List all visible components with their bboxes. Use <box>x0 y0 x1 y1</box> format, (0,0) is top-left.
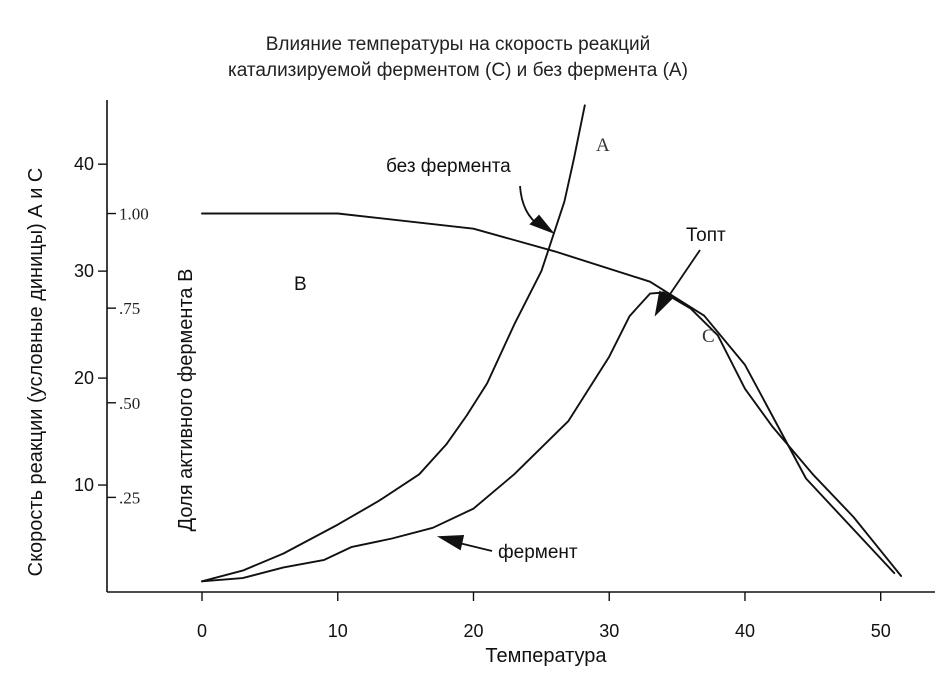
x-tick-label: 10 <box>328 621 348 641</box>
arrowhead-enzyme <box>436 535 465 551</box>
y-right-tick-label: 1.00 <box>119 205 149 224</box>
chart-title-line-2: катализируемой ферментом (С) и без ферме… <box>228 60 688 81</box>
y-left-tick-label: 40 <box>74 154 94 174</box>
x-tick-label: 30 <box>599 621 619 641</box>
y-axis-left-label: Скорость реакции (условные диницы) А и С <box>25 168 47 577</box>
tick-marks <box>98 163 882 601</box>
y-right-tick-label: .50 <box>119 394 140 413</box>
x-tick-label: 20 <box>463 621 483 641</box>
series-line-c <box>201 291 903 583</box>
y-left-tick-label: 30 <box>74 261 94 281</box>
x-tick-label: 40 <box>735 621 755 641</box>
y-right-tick-label: .25 <box>119 488 140 507</box>
y-axis-right-label: Доля активного фермента В <box>175 269 197 532</box>
series-line-a <box>201 104 586 583</box>
y-left-tick-label: 20 <box>74 368 94 388</box>
axes <box>106 100 935 593</box>
series-label-c: С <box>702 326 715 347</box>
chart-title-line-1: Влияние температуры на скорость реакций <box>266 34 651 55</box>
label-enzyme: фермент <box>498 542 578 563</box>
label-topt: Топт <box>686 225 726 246</box>
x-tick-label: 50 <box>871 621 891 641</box>
arrow-topt <box>663 249 701 304</box>
series-label-b: В <box>294 274 307 295</box>
annotation-arrows <box>436 185 701 552</box>
arrowhead-topt <box>654 290 673 317</box>
x-tick-label: 0 <box>197 621 207 641</box>
series-line-b <box>201 212 896 575</box>
series-group <box>201 104 903 583</box>
arrowhead-no-enzyme <box>529 214 555 235</box>
series-label-a: А <box>596 135 610 156</box>
label-no-enzyme: без фермента <box>386 156 511 177</box>
y-right-tick-label: .75 <box>119 299 140 318</box>
x-axis-label: Температура <box>485 645 607 667</box>
tick-labels: 0 10 20 30 40 50 10 20 30 40 .25 .50 .75 1.00 <box>74 154 891 641</box>
y-left-tick-label: 10 <box>74 475 94 495</box>
